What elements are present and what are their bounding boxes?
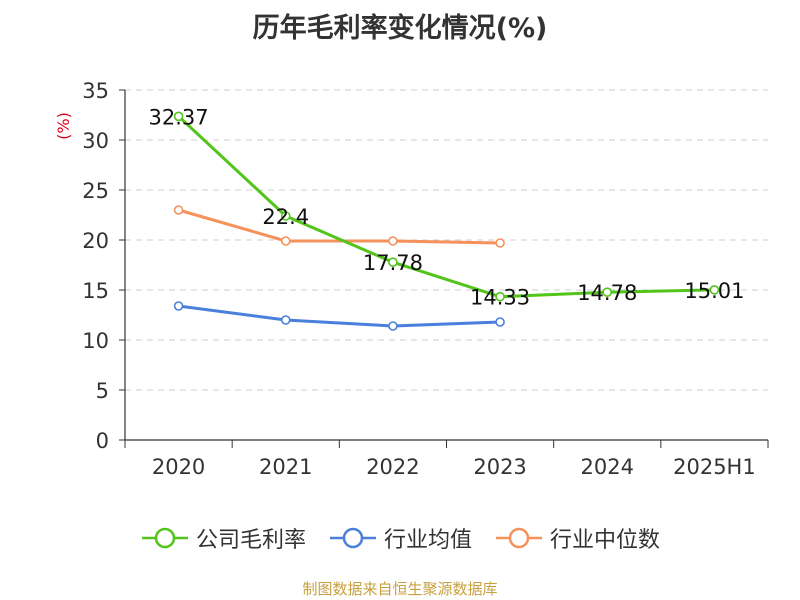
y-tick-label: 15 bbox=[82, 279, 109, 303]
data-point-gross_margin bbox=[709, 285, 720, 295]
series-line-industry_avg bbox=[178, 304, 501, 328]
legend-label: 行业均值 bbox=[383, 528, 472, 553]
data-point-industry_median bbox=[280, 236, 291, 246]
data-label: 17.78 bbox=[363, 251, 423, 275]
data-point-gross_margin bbox=[173, 111, 184, 122]
x-tick-label: 2023 bbox=[473, 455, 526, 479]
axes: 0 5 10 15 20 25 30 35 2020 2021 2022 2023 2024 2025H1… bbox=[54, 79, 769, 479]
source-note: 制图数据来自恒生聚源数据库 bbox=[302, 580, 498, 598]
legend-marker-icon bbox=[496, 527, 542, 549]
data-point-industry_avg bbox=[280, 315, 291, 325]
legend-marker-icon bbox=[141, 527, 188, 549]
data-point-industry_median bbox=[388, 236, 398, 246]
data-label: 15.01 bbox=[684, 279, 744, 303]
y-tick-label: 5 bbox=[96, 379, 109, 403]
series-line-gross_margin bbox=[177, 115, 715, 299]
data-point-industry_avg bbox=[388, 321, 398, 331]
y-tick-label: 30 bbox=[82, 129, 109, 153]
y-tick-label: 25 bbox=[82, 179, 109, 203]
data-label: 32.37 bbox=[149, 105, 209, 129]
x-tick-label: 2020 bbox=[152, 455, 205, 479]
y-tick-label: 0 bbox=[96, 429, 109, 453]
y-tick-label: 10 bbox=[82, 329, 109, 353]
legend-item-industry_median[interactable]: 行业中位数 bbox=[494, 522, 660, 554]
chart-title: 历年毛利率变化情况(%) bbox=[252, 13, 548, 44]
data-point-industry_avg bbox=[173, 301, 184, 311]
legend-item-industry_avg[interactable]: 行业均值 bbox=[328, 522, 472, 554]
gridlines bbox=[125, 89, 768, 391]
data-point-gross_margin bbox=[280, 211, 291, 221]
legend-label: 公司毛利率 bbox=[195, 528, 306, 553]
x-tick-label: 2024 bbox=[581, 455, 634, 479]
legend-item-gross_margin[interactable]: 公司毛利率 bbox=[140, 522, 306, 554]
x-tick-label: 2025H1 bbox=[673, 455, 756, 479]
data-point-gross_margin bbox=[388, 257, 398, 268]
y-axis-label: (%) bbox=[54, 112, 73, 140]
x-tick-label: 2021 bbox=[259, 455, 312, 479]
data-labels: 32.37 22.4 17.78 14.33 14.78 15.01 bbox=[149, 105, 745, 309]
legend-marker-icon bbox=[329, 527, 376, 549]
data-point-industry_median bbox=[173, 205, 184, 215]
data-label: 14.33 bbox=[470, 286, 530, 310]
data-point-gross_margin bbox=[495, 291, 505, 302]
data-point-industry_avg bbox=[495, 317, 505, 327]
series-line-industry_median bbox=[178, 208, 501, 245]
legend-label: 行业中位数 bbox=[550, 528, 661, 553]
x-tick-label: 2022 bbox=[366, 455, 419, 479]
series-lines bbox=[173, 111, 720, 331]
data-point-industry_median bbox=[495, 238, 505, 248]
data-label: 22.4 bbox=[262, 205, 309, 229]
y-tick-label: 20 bbox=[82, 229, 109, 253]
data-label: 14.78 bbox=[577, 281, 637, 305]
data-point-gross_margin bbox=[602, 287, 613, 298]
y-tick-label: 35 bbox=[82, 79, 109, 103]
chart-legend: 公司毛利率 行业均值 行业中位数 bbox=[0, 518, 800, 558]
